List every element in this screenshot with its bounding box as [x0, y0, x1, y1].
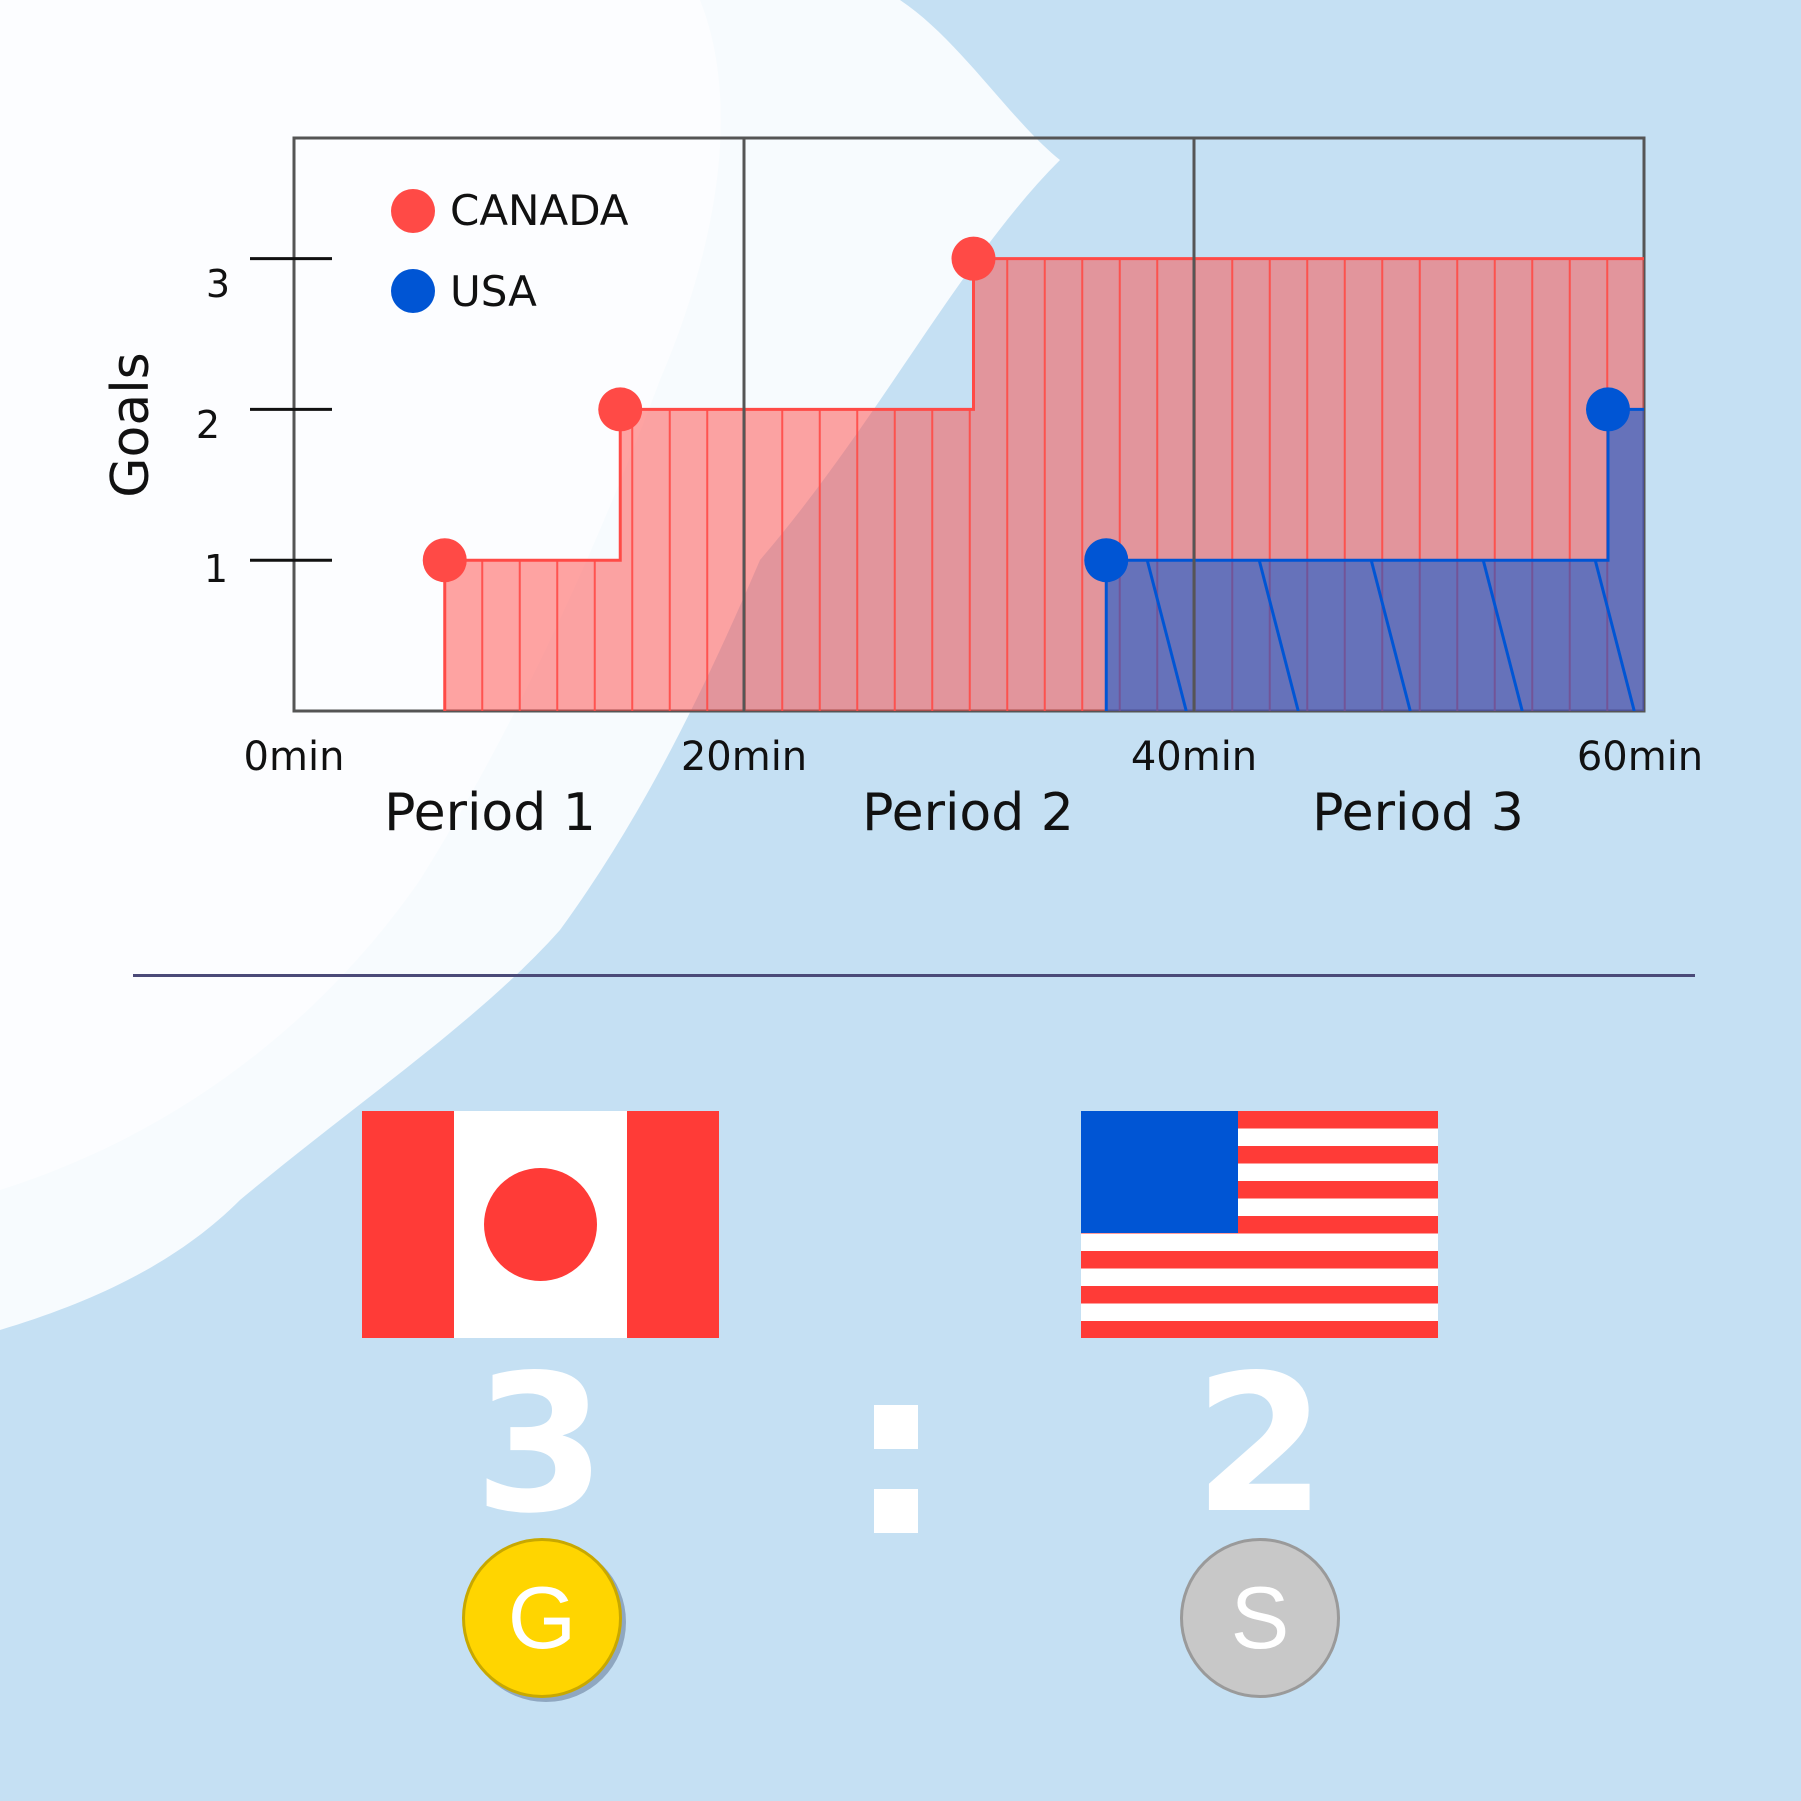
legend: CANADA USA — [391, 186, 629, 316]
score-separator — [874, 1405, 918, 1573]
y-axis-label: Goals — [101, 352, 161, 498]
goal-point-canada-3 — [951, 236, 996, 281]
legend-canada-label: CANADA — [450, 186, 629, 235]
legend-usa-label: USA — [450, 267, 537, 316]
legend-canada-marker — [391, 189, 435, 233]
canada-flag-icon — [362, 1111, 719, 1338]
period-3-label: Period 3 — [1312, 783, 1524, 843]
usa-score: 2 — [1193, 1334, 1327, 1555]
x-tick-40min: 40min — [1131, 734, 1257, 780]
y-tick-3: 3 — [206, 262, 230, 306]
goal-point-usa-1 — [1084, 538, 1129, 583]
x-tick-20min: 20min — [681, 734, 807, 780]
usa-flag-icon — [1081, 1111, 1438, 1338]
x-tick-0min: 0min — [244, 734, 345, 780]
section-divider — [133, 974, 1695, 977]
period-1-label: Period 1 — [384, 783, 596, 843]
goal-point-canada-2 — [598, 387, 643, 432]
y-tick-2: 2 — [196, 403, 220, 447]
goal-point-canada-1 — [422, 538, 467, 583]
legend-usa-marker — [391, 269, 435, 313]
goal-point-usa-2 — [1586, 387, 1630, 432]
canada-score: 3 — [473, 1334, 607, 1555]
gold-medal-badge: G — [462, 1538, 622, 1698]
goals-chart: Goals CANADA USA 0min 20min 40min 60min … — [101, 136, 1703, 843]
x-tick-60min: 60min — [1577, 734, 1703, 780]
silver-medal-badge: S — [1180, 1538, 1340, 1698]
y-tick-1: 1 — [204, 547, 228, 591]
period-2-label: Period 2 — [862, 783, 1074, 843]
